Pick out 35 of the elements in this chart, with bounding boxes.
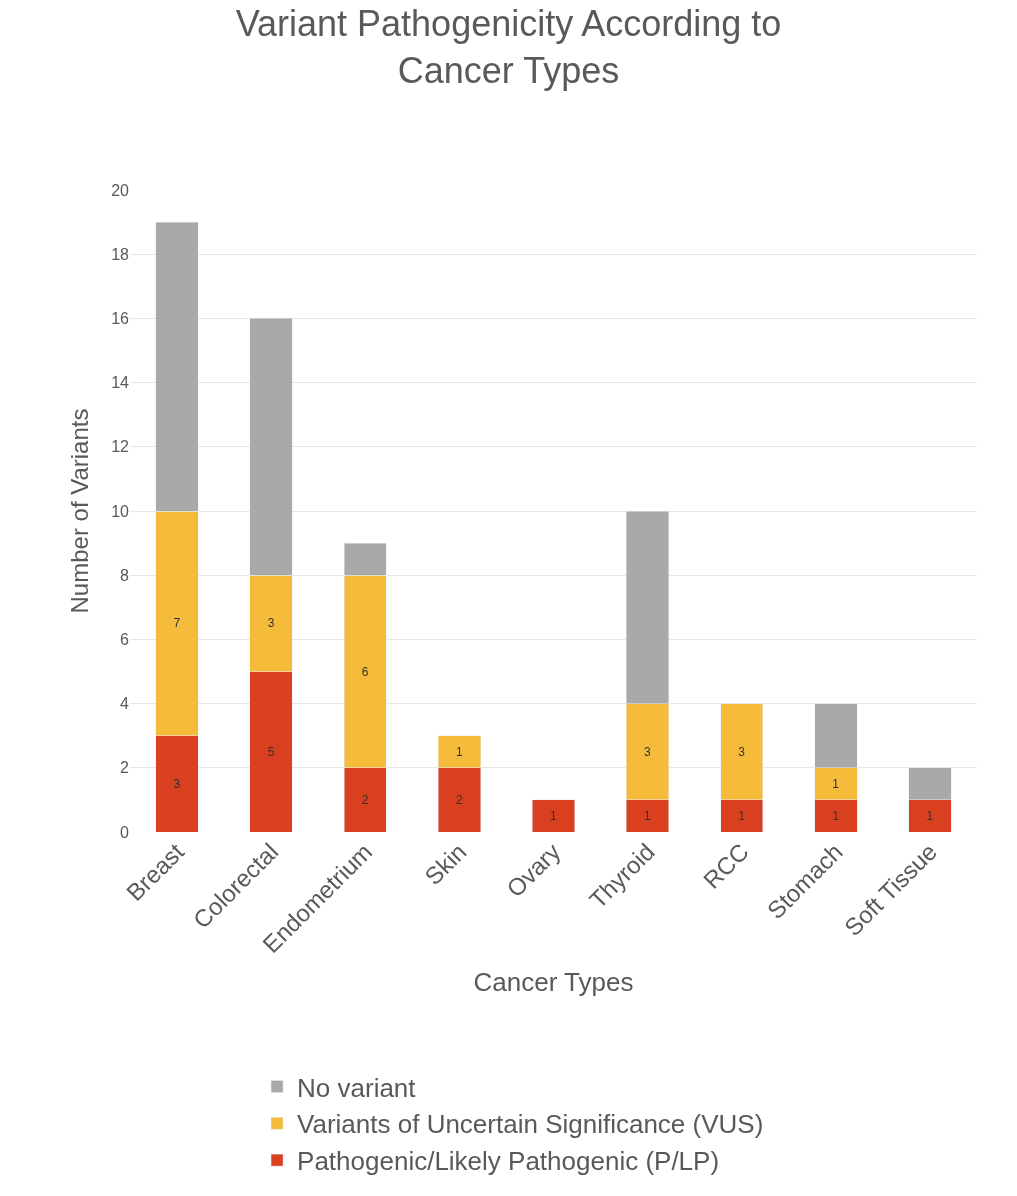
data-label: 1: [738, 808, 746, 823]
y-tick-label: 4: [120, 695, 130, 713]
y-tick-label: 16: [111, 310, 130, 327]
data-label: 3: [267, 616, 275, 631]
data-label: 1: [926, 808, 934, 823]
y-tick-label: 0: [120, 823, 130, 841]
y-tick-label: 2: [120, 759, 130, 777]
legend-label: Pathogenic/Likely Pathogenic (P/LP): [297, 1146, 720, 1177]
data-label: 5: [267, 744, 275, 759]
chart-title: Variant Pathogenicity According to Cancer Types: [235, 2, 782, 91]
data-label: 2: [361, 792, 369, 807]
data-label: 7: [173, 616, 181, 631]
data-label: 1: [832, 776, 840, 791]
x-tick-label: Skin: [419, 837, 472, 891]
bar: [532, 799, 575, 832]
legend-label: No variant: [297, 1072, 417, 1103]
y-tick-label: 18: [111, 245, 130, 263]
y-tick-label: 14: [111, 374, 130, 392]
data-label: 1: [644, 808, 652, 823]
data-label: 1: [455, 744, 463, 759]
y-tick-label: 8: [120, 566, 130, 584]
data-label: 6: [361, 664, 369, 679]
y-tick-label: 6: [120, 631, 130, 648]
data-label: 2: [455, 792, 463, 807]
y-tick-label: 20: [111, 181, 130, 199]
data-label: 3: [173, 776, 181, 791]
data-label: 3: [644, 744, 652, 759]
x-axis-title: Cancer Types: [473, 966, 634, 997]
y-tick-label: 12: [111, 438, 130, 456]
legend-label: Variants of Uncertain Significance (VUS): [297, 1109, 764, 1140]
data-label: 1: [832, 808, 840, 823]
data-label: 1: [550, 808, 557, 823]
y-axis-title: Number of Variants: [66, 408, 94, 614]
data-label: 3: [738, 744, 746, 759]
y-tick-label: 10: [111, 502, 130, 520]
